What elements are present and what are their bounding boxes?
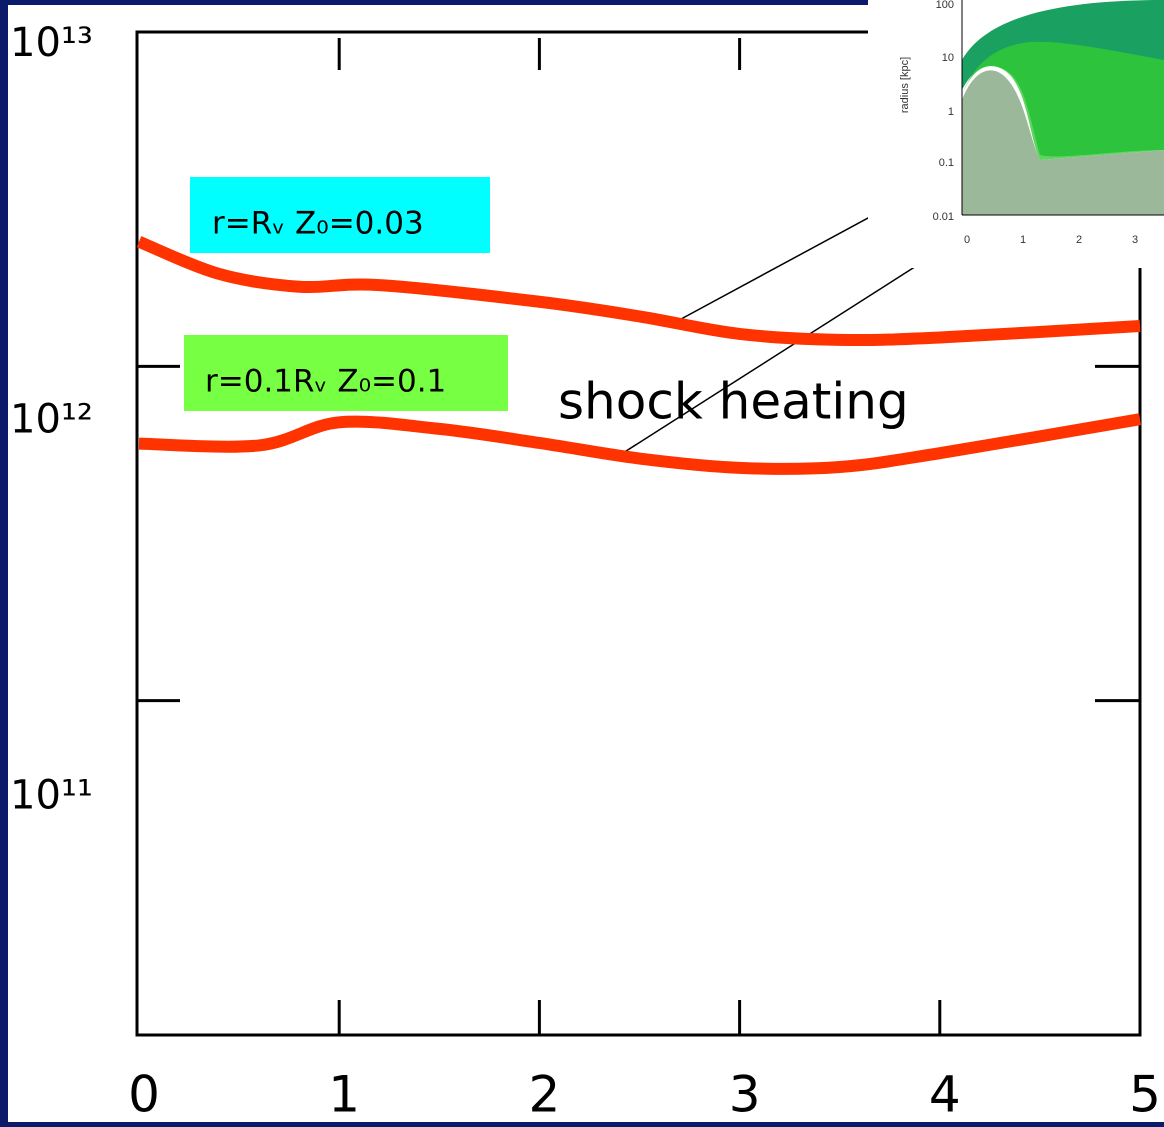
x-tick-label: 0 [128, 1066, 160, 1124]
inset-x-tick-label: 3 [1132, 234, 1138, 246]
legend-box [184, 335, 508, 411]
x-tick-label: 1 [328, 1066, 360, 1124]
data-line [138, 413, 1142, 475]
y-tick-label: 10¹² [10, 396, 93, 442]
x-tick-label: 5 [1129, 1066, 1161, 1124]
inset-fill [962, 41, 1164, 160]
annotation: shock heating [558, 373, 909, 431]
x-tick-label: 3 [729, 1066, 761, 1124]
inset-y-label: radius [kpc] [899, 57, 911, 113]
plot-frame [135, 30, 1142, 1037]
inset-y-tick-label: 10 [942, 52, 954, 64]
legend-box [190, 177, 490, 253]
inset-y-tick-label: 0.1 [939, 157, 954, 169]
legend-label: r=0.1Rᵥ Z₀=0.1 [205, 364, 446, 400]
inset-plot: radius [kpc] 100 10 1 0.1 0.01 0 1 2 3 [868, 0, 1164, 268]
x-tick-label: 4 [929, 1066, 961, 1124]
y-tick-label: 10¹³ [10, 20, 93, 66]
inset-y-tick-label: 0.01 [933, 211, 954, 223]
inset-y-tick-label: 100 [936, 0, 954, 11]
inset-x-tick-label: 0 [964, 234, 970, 246]
x-tick-label: 2 [528, 1066, 560, 1124]
data-line [136, 236, 1141, 347]
y-tick-label: 10¹¹ [10, 773, 93, 819]
legend-label: r=Rᵥ Z₀=0.03 [212, 206, 424, 242]
inset-y-tick-label: 1 [948, 106, 954, 118]
inset-fill [962, 70, 1164, 215]
inset-x-tick-label: 2 [1076, 234, 1082, 246]
inset-x-tick-label: 1 [1020, 234, 1026, 246]
